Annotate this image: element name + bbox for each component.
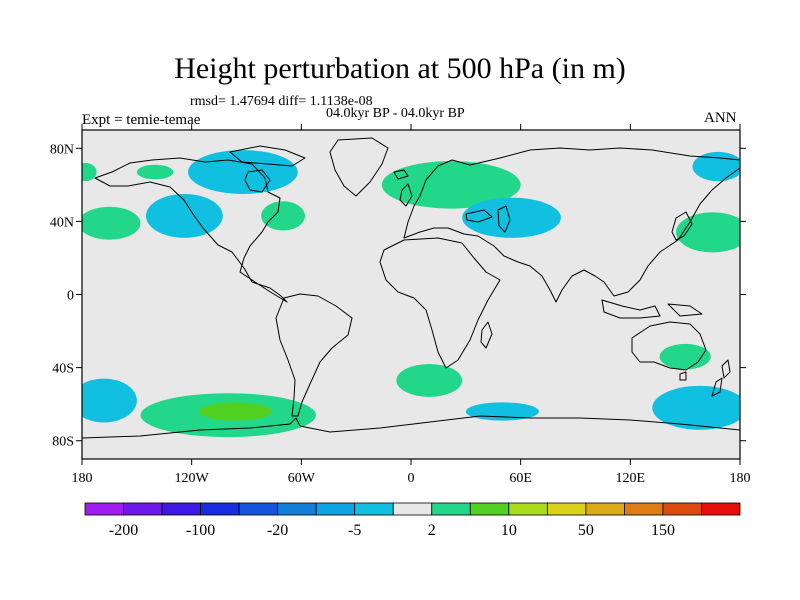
positive-anomaly-south-atlantic: [396, 363, 463, 397]
colorbar-label: -100: [186, 522, 215, 539]
negative-anomaly-central-asia: [462, 197, 561, 238]
coastline-antarctica: [82, 415, 740, 439]
colorbar-swatch: [431, 502, 471, 516]
coastline-africa: [379, 237, 501, 369]
lon-tick-label: 180: [72, 471, 93, 486]
coastline-indonesia: [601, 299, 703, 319]
coastline-madagascar: [480, 321, 493, 349]
colorbar-swatch: [662, 502, 702, 516]
lon-tick-label: 60E: [509, 471, 532, 486]
coastline-australia: [631, 321, 707, 371]
lon-tick-label: 60W: [288, 471, 316, 486]
colorbar: -200 -100 -20 -5 2 10 50 150: [84, 502, 741, 539]
colorbar-swatch: [354, 502, 394, 516]
coastline-caspian-sea: [497, 205, 511, 233]
lat-tick-label: 80S: [52, 435, 74, 450]
colorbar-swatch: [392, 502, 433, 516]
positive-anomaly-northwest-pacific: [676, 212, 740, 253]
coastline-iceland: [393, 169, 409, 180]
positive-anomaly-northeast-pacific: [82, 206, 141, 240]
colorbar-swatch: [238, 502, 279, 516]
colorbar-swatch: [546, 502, 587, 516]
coastline-black-sea: [465, 209, 493, 223]
coastline-south-america: [275, 293, 353, 417]
colorbar-swatch: [508, 502, 548, 516]
lon-tick-label: 120E: [616, 471, 646, 486]
coastline-eurasia: [403, 147, 740, 303]
experiment-label: Expt = temie-temae: [82, 112, 201, 128]
coastline-north-america: [94, 157, 288, 303]
positive-anomaly-south-pacific-core: [198, 402, 273, 421]
colorbar-label: -5: [348, 522, 361, 539]
lat-tick-label: 40N: [50, 215, 74, 230]
positive-anomaly-north-atlantic-west: [261, 201, 305, 231]
colorbar-label: 10: [501, 522, 517, 539]
map-axes: 180 120W 60W 0 60E 120E 180 80N 40N 0 40S 80S: [50, 124, 751, 486]
coastlines: [82, 137, 740, 439]
coastline-japan: [671, 211, 693, 241]
season-label: ANN: [704, 110, 737, 126]
colorbar-label: -20: [267, 522, 288, 539]
colorbar-label: 50: [578, 522, 594, 539]
colorbar-swatch: [200, 502, 240, 516]
lon-tick-label: 180: [730, 471, 751, 486]
colorbar-swatch: [585, 502, 625, 516]
coastline-greenland: [329, 137, 389, 197]
lat-tick-label: 80N: [50, 142, 74, 157]
colorbar-swatch: [84, 502, 124, 516]
positive-anomaly-europe: [381, 161, 521, 209]
colorbar-label: 150: [651, 522, 675, 539]
lat-tick-label: 40S: [52, 362, 74, 377]
colorbar-swatch: [123, 502, 163, 516]
coastline-arctic-islands: [229, 145, 306, 167]
coastline-hudson-bay: [244, 169, 271, 193]
colorbar-swatch: [161, 502, 201, 516]
positive-anomaly-alaska: [136, 164, 174, 180]
positive-anomaly-australia: [659, 343, 711, 370]
coastline-tasmania: [679, 371, 687, 381]
plot-title: Height perturbation at 500 hPa (in m): [174, 52, 626, 85]
positive-anomaly-north-pacific-west: [82, 162, 97, 182]
colorbar-swatch: [277, 502, 317, 516]
negative-anomaly-south-pacific-west: [82, 378, 137, 423]
colorbar-label: -200: [109, 522, 138, 539]
colorbar-label: 2: [428, 522, 436, 539]
period-label: 04.0kyr BP - 04.0kyr BP: [326, 106, 465, 121]
colorbar-swatch: [701, 502, 741, 516]
negative-anomaly-canada: [188, 150, 298, 194]
negative-anomaly-southern-ocean-pacific: [652, 385, 740, 430]
colorbar-swatch: [624, 502, 664, 516]
negative-anomaly-north-pacific: [145, 193, 223, 238]
lon-tick-label: 120W: [175, 471, 210, 486]
colorbar-swatch: [315, 502, 356, 516]
lat-tick-label: 0: [67, 289, 74, 304]
colorbar-swatch: [469, 502, 510, 516]
coastline-great-britain: [399, 183, 413, 207]
lon-tick-label: 0: [408, 471, 415, 486]
statistics-label: rmsd= 1.47694 diff= 1.1138e-08: [190, 94, 373, 109]
coastline-new-zealand: [711, 359, 731, 397]
